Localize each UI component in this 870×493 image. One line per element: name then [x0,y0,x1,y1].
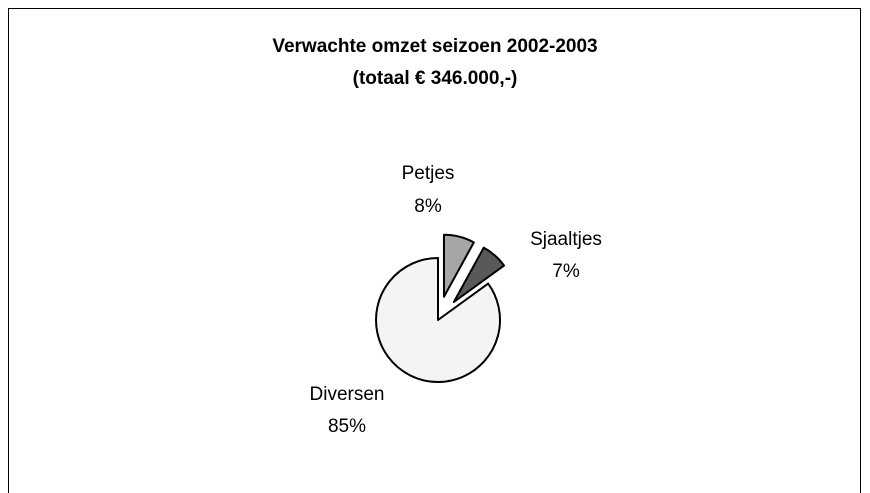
slice-label: Petjes [402,163,455,184]
pie-slice [375,257,501,383]
chart-frame [8,8,861,493]
pie-slice [452,246,506,303]
chart-subtitle: (totaal € 346.000,-) [353,68,518,89]
slice-value-label: 7% [552,261,580,282]
chart-title: Verwachte omzet seizoen 2002-2003 [272,36,597,57]
pie-slice [442,233,475,298]
slice-label: Diversen [310,384,385,405]
slice-value-label: 85% [328,416,366,437]
slice-label: Sjaaltjes [530,229,602,250]
slice-value-label: 8% [414,196,442,217]
